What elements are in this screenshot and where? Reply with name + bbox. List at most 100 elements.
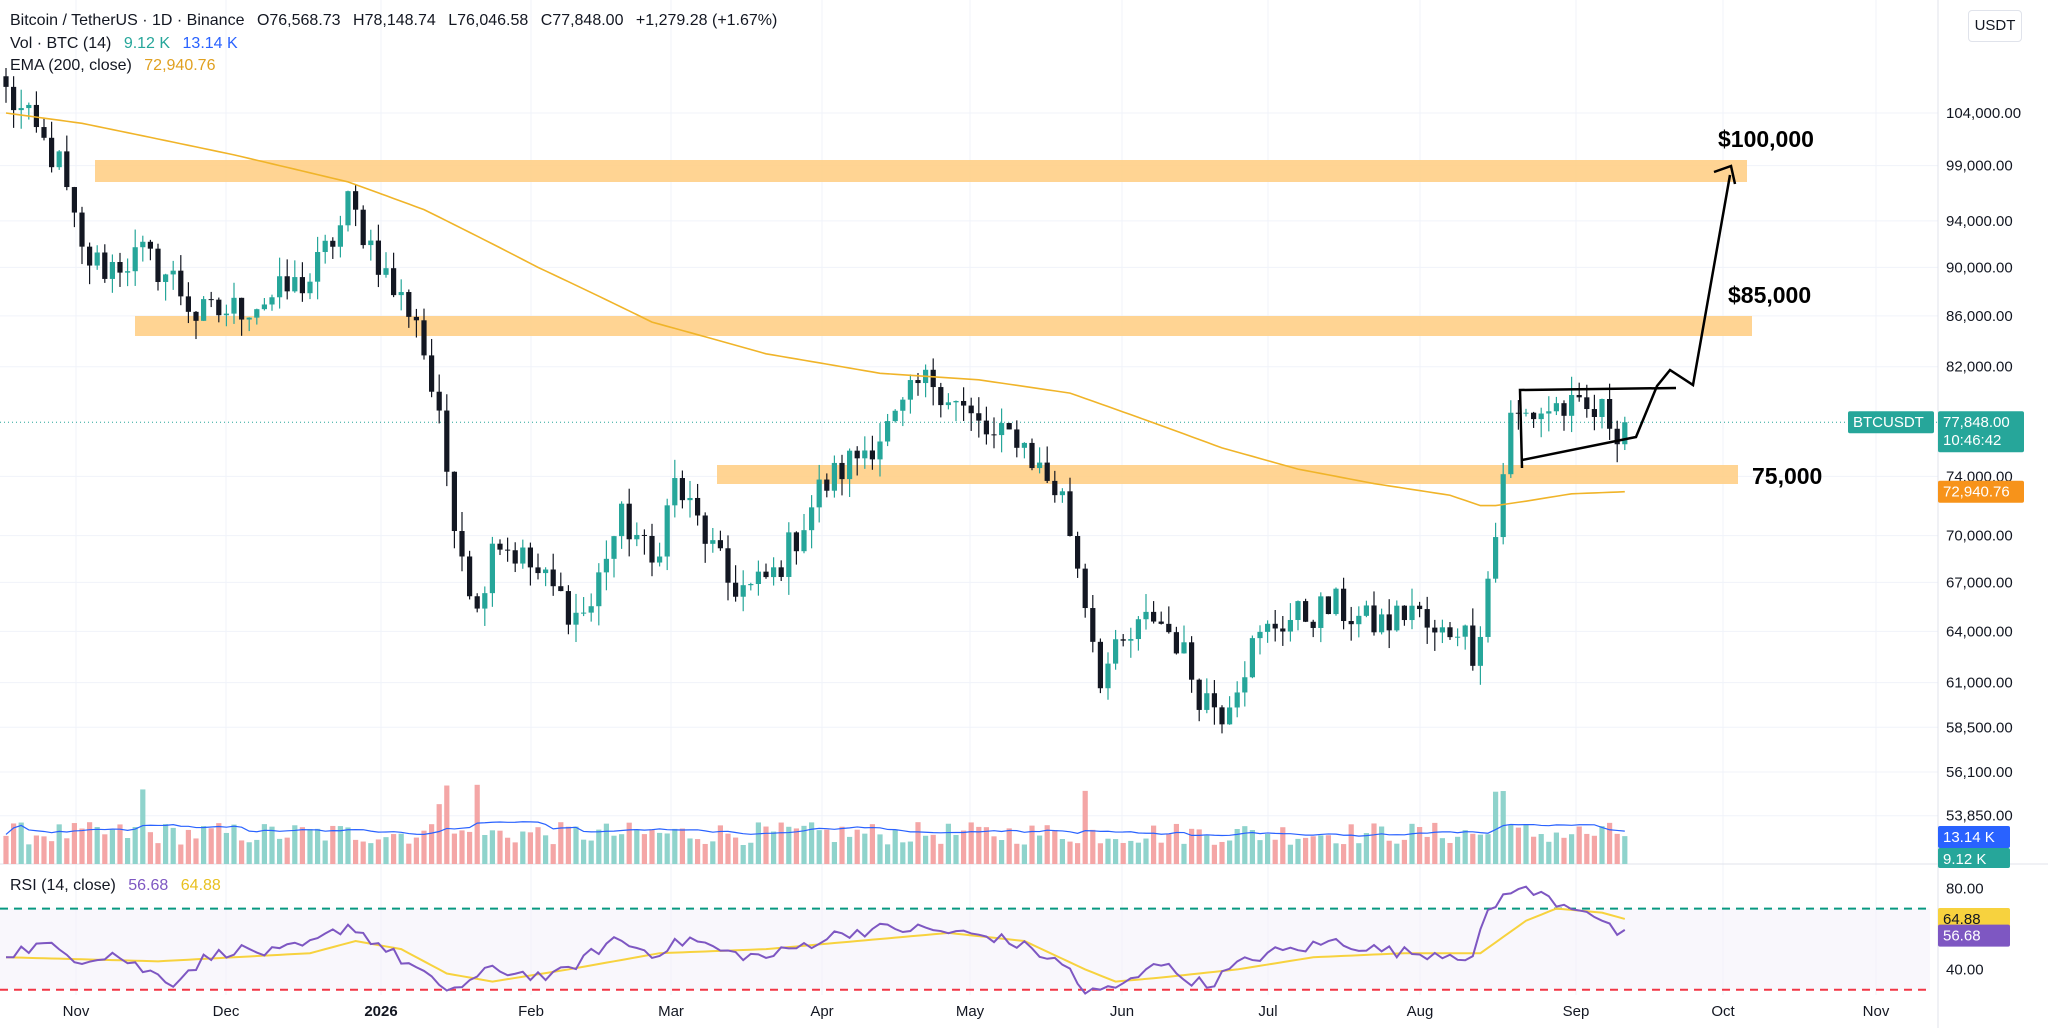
volume-bar bbox=[223, 832, 229, 864]
candle-body bbox=[1508, 412, 1514, 475]
volume-bar bbox=[1591, 835, 1597, 864]
candle-body bbox=[193, 311, 199, 321]
candle-body bbox=[1409, 605, 1415, 621]
currency-button[interactable]: USDT bbox=[1968, 10, 2022, 42]
candle-body bbox=[641, 534, 647, 536]
volume-bar bbox=[543, 835, 549, 864]
candle-body bbox=[261, 304, 267, 310]
candle-body bbox=[1173, 632, 1179, 654]
candle-body bbox=[695, 497, 701, 516]
candle-body bbox=[1219, 707, 1225, 725]
candle-body bbox=[1477, 636, 1483, 666]
volume-bar bbox=[1219, 841, 1225, 864]
candle-body bbox=[1538, 413, 1544, 420]
volume-bar bbox=[505, 837, 511, 864]
volume-bar bbox=[1006, 828, 1012, 864]
volume-bar bbox=[1576, 826, 1582, 864]
volume-bar bbox=[1143, 838, 1149, 864]
candle-body bbox=[520, 547, 526, 564]
candle-body bbox=[64, 151, 70, 188]
volume-bar bbox=[1371, 823, 1377, 864]
volume-bar bbox=[375, 839, 381, 864]
candle-body bbox=[892, 410, 898, 422]
band-85000 bbox=[135, 316, 1752, 336]
candle-body bbox=[1135, 619, 1141, 640]
candle-body bbox=[915, 380, 921, 384]
volume-bar bbox=[1090, 829, 1096, 864]
volume-bar bbox=[695, 839, 701, 864]
candle-body bbox=[41, 127, 47, 138]
candle-body bbox=[360, 209, 366, 246]
candle-body bbox=[603, 558, 609, 573]
candle-body bbox=[565, 591, 571, 625]
volume-bar bbox=[140, 789, 146, 864]
volume-bar bbox=[1515, 827, 1521, 864]
candle-body bbox=[1310, 621, 1316, 628]
candle-body bbox=[375, 240, 381, 275]
flag-pattern bbox=[1518, 164, 1737, 469]
candle-body bbox=[748, 583, 754, 586]
volume-bar bbox=[1363, 833, 1369, 864]
time-tick-label: Mar bbox=[658, 1003, 684, 1020]
volume-bar bbox=[1303, 837, 1309, 864]
band-75000 bbox=[717, 465, 1738, 484]
ema-price-tag: 72,940.76 bbox=[1938, 480, 2024, 503]
volume-bar bbox=[596, 829, 602, 864]
volume-bar bbox=[125, 838, 131, 864]
volume-bar bbox=[1614, 833, 1620, 864]
candle-body bbox=[3, 76, 9, 87]
volume-bar bbox=[748, 842, 754, 864]
candle-body bbox=[269, 297, 275, 305]
time-tick-label: Apr bbox=[810, 1003, 833, 1020]
volume-bar bbox=[1318, 835, 1324, 864]
volume-bar bbox=[216, 823, 222, 864]
volume-bar bbox=[239, 840, 245, 864]
volume-bars bbox=[3, 784, 1628, 864]
volume-bar bbox=[991, 836, 997, 864]
volume-bar bbox=[360, 841, 366, 864]
time-tick-label: Dec bbox=[213, 1003, 240, 1020]
volume-bar bbox=[337, 826, 343, 864]
volume-bar bbox=[147, 832, 153, 864]
candle-body bbox=[1227, 707, 1233, 725]
symbol-tag: BTCUSDT bbox=[1848, 411, 1934, 434]
volume-bar bbox=[877, 834, 883, 864]
candle-body bbox=[277, 276, 283, 298]
candle-body bbox=[1044, 462, 1050, 481]
candle-body bbox=[1576, 394, 1582, 398]
volume-bar bbox=[1500, 791, 1506, 864]
price-tick-label: 61,000.00 bbox=[1946, 675, 2013, 692]
volume-bar bbox=[649, 829, 655, 864]
candle-body bbox=[383, 268, 389, 275]
candle-body bbox=[26, 104, 32, 109]
ema-price-tag-bg bbox=[1938, 480, 2024, 503]
volume-bar bbox=[1257, 840, 1263, 864]
candle-body bbox=[330, 240, 336, 247]
volume-bar bbox=[1584, 833, 1590, 864]
rsi-ma-line bbox=[5, 907, 1626, 983]
candle-body bbox=[816, 479, 822, 508]
volume-bar bbox=[1508, 824, 1514, 864]
volume-bar bbox=[132, 827, 138, 864]
candle-body bbox=[94, 252, 100, 266]
volume-bar bbox=[18, 822, 24, 864]
candle-body bbox=[216, 299, 222, 316]
volume-bar bbox=[725, 833, 731, 864]
volume-bar bbox=[1348, 824, 1354, 864]
volume-bar bbox=[1075, 843, 1081, 864]
candle-body bbox=[125, 271, 131, 273]
volume-bar bbox=[710, 841, 716, 864]
volume-bar bbox=[847, 836, 853, 864]
candle-body bbox=[1158, 621, 1164, 624]
annotation-label: $100,000 bbox=[1718, 126, 1814, 152]
volume-bar bbox=[482, 835, 488, 864]
candle-body bbox=[1500, 474, 1506, 538]
flag-upper-line bbox=[1518, 386, 1677, 469]
candle-body bbox=[109, 262, 115, 279]
volume-bar bbox=[444, 785, 450, 864]
volume-bar bbox=[1409, 823, 1415, 864]
time-tick-label: Jul bbox=[1258, 1003, 1277, 1020]
